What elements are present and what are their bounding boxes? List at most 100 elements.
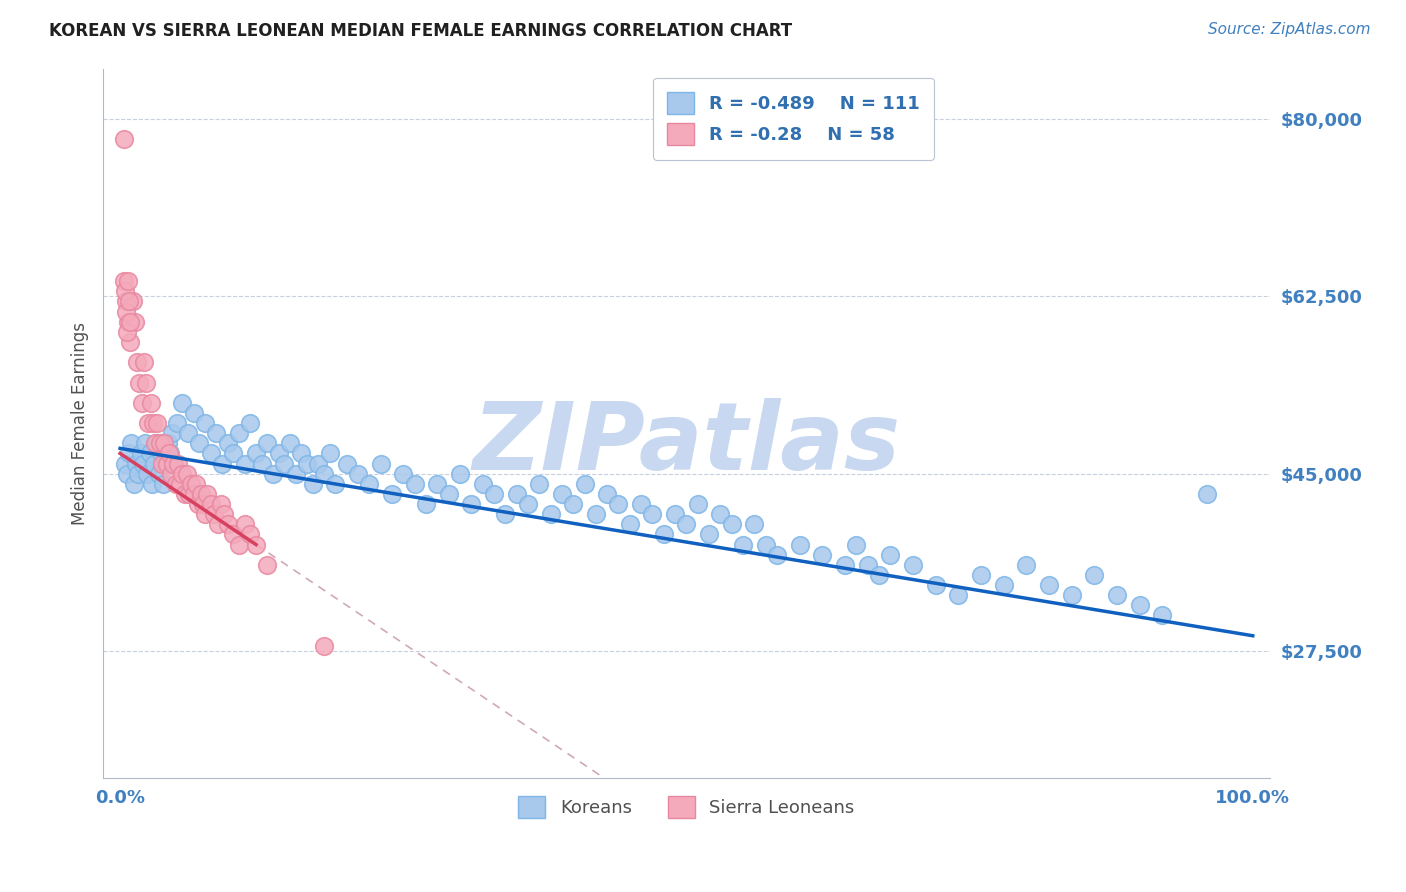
Point [205, 426, 228, 441]
Point [1152, 608, 1174, 623]
Point [162, 457, 184, 471]
Point [359, 476, 381, 491]
Point [551, 487, 574, 501]
Point [574, 476, 596, 491]
Point [156, 436, 179, 450]
Point [118, 294, 141, 309]
Point [1015, 558, 1038, 572]
Point [686, 497, 709, 511]
Point [924, 578, 946, 592]
Point [273, 457, 295, 471]
Point [160, 467, 183, 481]
Point [347, 467, 370, 481]
Point [993, 578, 1015, 592]
Point [228, 426, 250, 441]
Point [145, 436, 167, 450]
Point [118, 446, 141, 460]
Point [1197, 487, 1219, 501]
Point [1038, 578, 1060, 592]
Point [128, 376, 150, 390]
Point [290, 446, 312, 460]
Point [129, 446, 152, 460]
Point [630, 497, 652, 511]
Point [516, 497, 538, 511]
Point [194, 416, 217, 430]
Point [173, 487, 195, 501]
Point [166, 416, 188, 430]
Text: KOREAN VS SIERRA LEONEAN MEDIAN FEMALE EARNINGS CORRELATION CHART: KOREAN VS SIERRA LEONEAN MEDIAN FEMALE E… [49, 22, 793, 40]
Point [1083, 568, 1105, 582]
Point [641, 507, 664, 521]
Point [114, 285, 136, 299]
Point [709, 507, 731, 521]
Point [217, 517, 239, 532]
Point [868, 568, 890, 582]
Point [449, 467, 471, 481]
Point [139, 396, 162, 410]
Point [169, 476, 191, 491]
Point [426, 476, 449, 491]
Point [1128, 599, 1150, 613]
Point [505, 487, 527, 501]
Point [207, 517, 229, 532]
Point [295, 457, 318, 471]
Point [845, 538, 868, 552]
Point [187, 497, 209, 511]
Point [228, 538, 250, 552]
Point [494, 507, 516, 521]
Point [132, 457, 155, 471]
Point [149, 436, 172, 450]
Point [200, 446, 222, 460]
Point [122, 476, 145, 491]
Point [209, 497, 232, 511]
Point [160, 426, 183, 441]
Point [256, 436, 278, 450]
Point [163, 457, 186, 471]
Point [115, 325, 138, 339]
Point [239, 416, 262, 430]
Point [176, 467, 198, 481]
Point [135, 376, 157, 390]
Point [146, 416, 169, 430]
Point [217, 436, 239, 450]
Point [134, 436, 156, 450]
Point [222, 446, 245, 460]
Point [114, 457, 136, 471]
Point [157, 446, 180, 460]
Point [200, 497, 222, 511]
Point [664, 507, 686, 521]
Point [155, 457, 177, 471]
Point [121, 294, 143, 309]
Point [155, 457, 177, 471]
Point [142, 416, 165, 430]
Point [720, 517, 742, 532]
Point [191, 497, 214, 511]
Point [766, 548, 789, 562]
Point [245, 538, 267, 552]
Point [127, 355, 149, 369]
Point [789, 538, 811, 552]
Point [120, 315, 142, 329]
Point [149, 446, 172, 460]
Point [172, 467, 194, 481]
Point [180, 476, 202, 491]
Point [755, 538, 778, 552]
Point [117, 274, 139, 288]
Point [143, 457, 166, 471]
Point [188, 436, 211, 450]
Point [167, 457, 190, 471]
Point [117, 315, 139, 329]
Point [202, 507, 225, 521]
Point [256, 558, 278, 572]
Point [267, 446, 290, 460]
Point [194, 507, 217, 521]
Point [901, 558, 924, 572]
Point [222, 527, 245, 541]
Point [214, 507, 236, 521]
Point [125, 457, 148, 471]
Point [165, 476, 187, 491]
Point [124, 315, 146, 329]
Point [183, 406, 205, 420]
Point [307, 457, 329, 471]
Point [141, 476, 163, 491]
